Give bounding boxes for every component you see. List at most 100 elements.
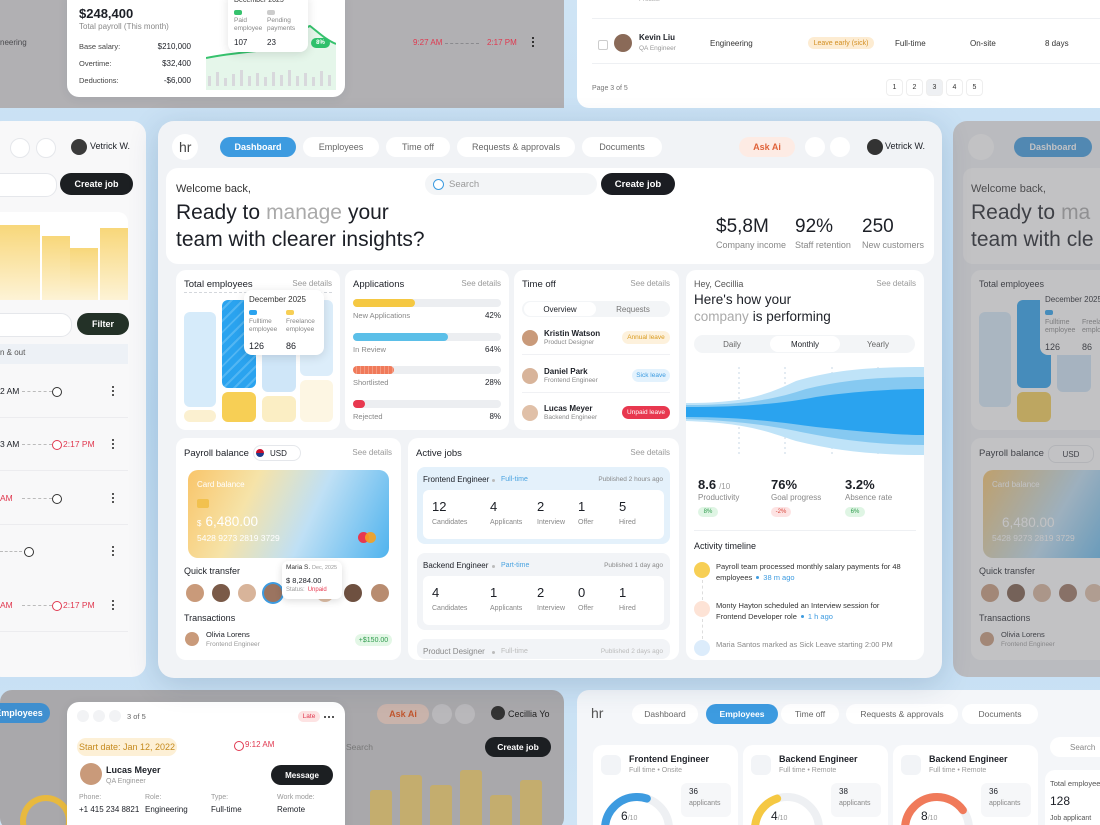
currency-select[interactable]: USD bbox=[253, 445, 301, 461]
next-icon bbox=[109, 710, 121, 722]
create-button[interactable]: Create job bbox=[485, 737, 551, 757]
divider bbox=[522, 391, 670, 393]
period-tab[interactable]: Daily bbox=[723, 339, 741, 349]
value-label: 64% bbox=[484, 344, 501, 354]
page-button[interactable]: 5 bbox=[966, 79, 983, 96]
status-tag: Leave early (sick) bbox=[808, 37, 874, 49]
avatar bbox=[1033, 584, 1051, 602]
tab[interactable]: Time off bbox=[781, 704, 839, 724]
hero-panel bbox=[963, 168, 1100, 264]
flow-chart bbox=[686, 367, 924, 455]
label: team with cle bbox=[971, 228, 1094, 251]
page-button[interactable]: 2 bbox=[906, 79, 923, 96]
legend-swatch bbox=[286, 310, 294, 315]
nav-tab[interactable]: Documents bbox=[582, 137, 662, 157]
label: Applicants bbox=[490, 605, 523, 612]
tab[interactable]: Requests & approvals bbox=[846, 704, 958, 724]
label: December 2025 bbox=[1045, 295, 1100, 304]
see-details[interactable]: See details bbox=[292, 279, 332, 288]
clock-icon bbox=[234, 741, 244, 751]
see-details[interactable]: See details bbox=[352, 448, 392, 457]
clock-icon bbox=[52, 494, 62, 504]
label: Search bbox=[346, 742, 373, 752]
see-details[interactable]: See details bbox=[876, 279, 916, 288]
activity-text: Payroll team processed monthly salary pa… bbox=[716, 562, 911, 584]
applicants-box bbox=[831, 783, 881, 817]
row-dashes bbox=[22, 605, 52, 606]
nav-tab[interactable]: Employees bbox=[303, 137, 379, 157]
see-details[interactable]: See details bbox=[630, 279, 670, 288]
label: hr bbox=[179, 139, 192, 155]
label: 1 bbox=[578, 499, 586, 514]
gauge-value bbox=[601, 793, 673, 825]
label: Staff retention bbox=[795, 240, 851, 250]
search[interactable]: Search bbox=[425, 173, 597, 195]
checkbox[interactable] bbox=[598, 40, 608, 50]
label: 2 bbox=[537, 499, 545, 514]
text-part: Unpaid bbox=[307, 587, 327, 593]
tab[interactable]: Requests bbox=[616, 304, 650, 314]
tab[interactable]: Employees bbox=[706, 704, 778, 724]
metric-value: 3.2% bbox=[845, 477, 875, 492]
label: Job applicant bbox=[1050, 815, 1092, 822]
left-panel bbox=[0, 121, 146, 677]
tooltip-status: Status: Unpaid bbox=[286, 587, 327, 593]
tab[interactable]: Dashboard bbox=[632, 704, 698, 724]
label: Hired bbox=[619, 519, 636, 526]
job-stats bbox=[423, 490, 664, 539]
label: December 2025 bbox=[249, 295, 306, 304]
period-tab[interactable]: Yearly bbox=[867, 339, 889, 349]
label: Paid employee bbox=[234, 17, 263, 32]
metric-value: 76% bbox=[771, 477, 797, 492]
divider bbox=[0, 524, 128, 525]
period-tab[interactable]: Monthly bbox=[770, 336, 840, 352]
page-button[interactable]: 1 bbox=[886, 79, 903, 96]
tab[interactable]: Dashboard bbox=[1014, 137, 1092, 157]
clock-icon bbox=[52, 387, 62, 397]
nav-tab[interactable]: Dashboard bbox=[220, 137, 296, 157]
time-in: AM bbox=[0, 493, 13, 503]
label: 0 bbox=[578, 585, 586, 600]
filter-button[interactable]: Filter bbox=[77, 313, 129, 335]
decor-bar bbox=[1017, 392, 1051, 422]
nav-tab[interactable]: Requests & approvals bbox=[457, 137, 575, 157]
create-button[interactable]: Create job bbox=[601, 173, 675, 195]
label: In Review bbox=[353, 344, 386, 354]
page-button[interactable]: 4 bbox=[946, 79, 963, 96]
input-field bbox=[0, 313, 72, 337]
legend-swatch bbox=[249, 310, 257, 315]
label: Part-time bbox=[501, 562, 530, 569]
see-details[interactable]: See details bbox=[461, 279, 501, 288]
label: New Applications bbox=[353, 311, 411, 320]
tab[interactable]: Overview bbox=[524, 302, 596, 316]
label: Here's how your bbox=[694, 292, 792, 307]
label: 107 bbox=[234, 38, 248, 47]
gauge-value bbox=[751, 793, 823, 825]
page-button[interactable]: 3 bbox=[926, 79, 943, 96]
time-out: 2:17 PM bbox=[487, 38, 517, 47]
time-in: 2 AM bbox=[0, 386, 20, 396]
score-gauge bbox=[747, 787, 827, 825]
decor-bar bbox=[520, 780, 542, 825]
tab[interactable]: Documents bbox=[962, 704, 1038, 724]
label: 128 bbox=[1050, 794, 1071, 808]
label: 36 bbox=[989, 787, 998, 796]
see-details[interactable]: See details bbox=[630, 448, 670, 457]
currency-select[interactable]: USD bbox=[1048, 445, 1094, 463]
nav-tab[interactable]: Time off bbox=[386, 137, 450, 157]
label: Work mode: bbox=[277, 794, 315, 801]
label: Transactions bbox=[184, 613, 236, 623]
search[interactable]: Search bbox=[1050, 737, 1100, 757]
create-button[interactable]: Create job bbox=[60, 173, 133, 195]
ask-ai[interactable]: Ask Ai bbox=[739, 137, 795, 157]
amount: -$6,000 bbox=[163, 76, 191, 85]
label: Frontend Engineer bbox=[1001, 641, 1055, 648]
ask-ai[interactable]: Ask Ai bbox=[377, 704, 429, 724]
label: Total employees bbox=[184, 279, 253, 290]
published: Published 1 day ago bbox=[604, 562, 663, 569]
value-label: 42% bbox=[484, 311, 501, 320]
label: Total payroll (This month) bbox=[79, 22, 169, 31]
label: 12 bbox=[432, 499, 447, 514]
message-button[interactable]: Message bbox=[271, 765, 333, 785]
tab[interactable]: Employees bbox=[0, 703, 50, 723]
